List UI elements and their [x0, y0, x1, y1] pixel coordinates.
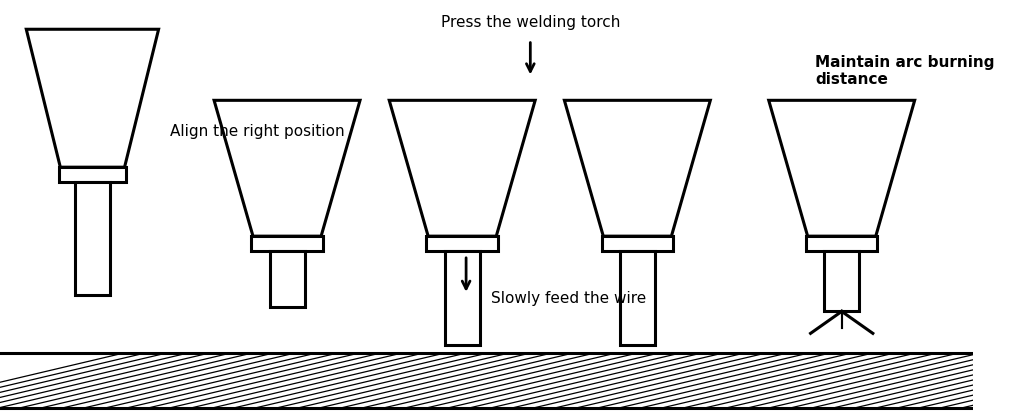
Polygon shape: [806, 236, 878, 251]
Polygon shape: [58, 167, 126, 182]
Polygon shape: [444, 251, 479, 345]
Polygon shape: [251, 236, 323, 251]
Bar: [0, 353, 973, 408]
Polygon shape: [620, 251, 655, 345]
Polygon shape: [426, 236, 498, 251]
Polygon shape: [769, 100, 914, 236]
Polygon shape: [601, 236, 673, 251]
Polygon shape: [269, 251, 304, 307]
Polygon shape: [214, 100, 360, 236]
Polygon shape: [27, 29, 159, 167]
Text: Slowly feed the wire: Slowly feed the wire: [492, 291, 646, 306]
Text: Maintain arc burning
distance: Maintain arc burning distance: [815, 55, 995, 87]
Text: Align the right position: Align the right position: [170, 124, 345, 139]
Polygon shape: [75, 182, 110, 295]
Polygon shape: [824, 251, 859, 311]
Polygon shape: [389, 100, 536, 236]
Polygon shape: [564, 100, 711, 236]
Text: Press the welding torch: Press the welding torch: [440, 15, 620, 31]
